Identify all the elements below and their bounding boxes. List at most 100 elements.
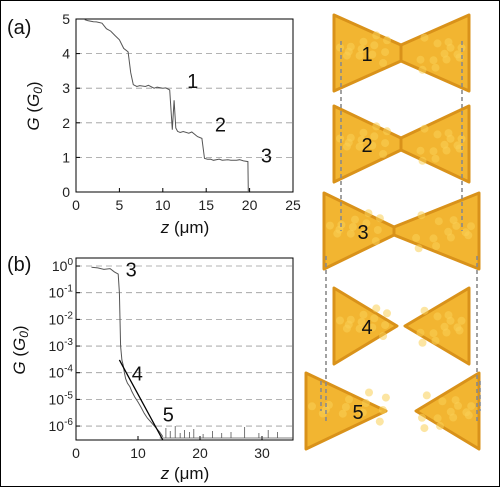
panel-b-noise-spikes — [159, 426, 293, 439]
atom — [357, 45, 366, 53]
panel-a-axes-frame — [75, 18, 294, 193]
atom — [416, 55, 425, 64]
atom — [355, 324, 364, 333]
y-tick-label: 100 — [52, 257, 74, 274]
panel-b-label: (b) — [7, 254, 31, 276]
x-tick-label: 10 — [155, 197, 171, 213]
atom — [370, 132, 379, 141]
atom — [378, 406, 387, 414]
annotation-stage-5: 5 — [163, 404, 174, 426]
y-tick-label: 2 — [62, 115, 70, 131]
y-tick-label: 4 — [62, 46, 70, 62]
x-tick-label: 10 — [130, 445, 146, 461]
cluster-stage-3 — [322, 191, 481, 271]
atom — [433, 130, 442, 139]
atom — [364, 209, 373, 218]
atom — [420, 33, 429, 42]
x-tick-label: 0 — [72, 197, 80, 213]
atom — [420, 424, 429, 433]
atom — [342, 142, 351, 151]
atom — [381, 48, 390, 57]
atom — [375, 214, 384, 223]
nanocontact-illustration — [304, 13, 481, 451]
atom — [442, 146, 451, 155]
atom — [436, 421, 444, 430]
atom — [372, 31, 381, 40]
left-electrode — [332, 286, 399, 366]
atom — [442, 328, 451, 337]
panel-b-ylabel: G (G0) — [10, 325, 31, 374]
cluster-stage-5 — [304, 371, 481, 451]
atom — [455, 326, 464, 335]
cluster-stage-2 — [332, 104, 471, 184]
atom — [457, 134, 466, 143]
atom — [368, 141, 377, 150]
y-tick-label: 5 — [62, 11, 70, 27]
atom — [381, 321, 390, 330]
atom — [345, 395, 353, 404]
atom — [379, 150, 388, 158]
atom — [446, 233, 455, 242]
stage-label-2: 2 — [361, 135, 372, 157]
atom — [355, 51, 364, 60]
cluster-stage-1 — [332, 13, 471, 93]
atom — [318, 409, 327, 418]
annotation-stage-2: 2 — [215, 114, 226, 136]
atom — [336, 43, 344, 52]
panel-b-annotations: 3 45 — [126, 260, 174, 427]
y-tick-label: 10-6 — [49, 417, 74, 434]
atom — [464, 411, 473, 420]
atom — [429, 56, 438, 65]
atom — [457, 43, 466, 52]
atom — [359, 37, 368, 46]
panel-a-ticks — [75, 18, 294, 193]
atom — [467, 402, 476, 411]
panel-a-grid — [76, 53, 293, 158]
atom — [342, 51, 351, 60]
atom — [416, 328, 425, 337]
atom — [422, 391, 431, 400]
atom — [355, 142, 364, 151]
atom — [357, 136, 366, 144]
atom — [383, 36, 391, 45]
atom — [371, 237, 380, 246]
panel-a-label: (a) — [7, 17, 31, 39]
x-tick-label: 5 — [116, 197, 124, 213]
right-electrode — [403, 286, 471, 366]
atom — [341, 403, 350, 411]
atom — [359, 310, 368, 319]
atom — [379, 59, 388, 67]
atom — [431, 63, 440, 72]
atom — [375, 417, 384, 426]
panel-a-ylabel: G (G0) — [24, 81, 45, 130]
atom — [412, 233, 421, 242]
y-tick-label: 1 — [62, 149, 70, 165]
panel-b-xlabel: z (μm) — [160, 464, 210, 483]
atom — [370, 314, 379, 323]
atom — [429, 329, 438, 338]
atom — [383, 309, 391, 318]
atom — [418, 413, 426, 422]
atom — [383, 127, 391, 136]
atom — [414, 244, 423, 253]
atom — [434, 217, 443, 226]
atom — [362, 219, 371, 228]
stage-label-1: 1 — [361, 44, 372, 66]
atom — [433, 312, 442, 321]
panel-b-grid — [76, 265, 293, 427]
atom — [446, 43, 455, 52]
atom — [338, 409, 347, 418]
y-tick-label: 10-3 — [49, 337, 74, 354]
y-tick-label: 10-2 — [49, 310, 74, 327]
panel-b-tick-labels: 100 10-1 10-2 10-3 10-4 10-5 10-6 0 10 20 30 — [49, 257, 270, 461]
atom — [336, 134, 344, 143]
atom — [360, 228, 369, 237]
panel-b: (b) 100 10-1 10-2 10-3 10-4 10-5 10-6 0 10 20 30 3… — [7, 254, 294, 483]
atom — [442, 55, 451, 64]
atom — [433, 39, 442, 48]
x-tick-label: 20 — [192, 445, 208, 461]
x-tick-label: 25 — [285, 197, 301, 213]
atom — [348, 223, 357, 231]
